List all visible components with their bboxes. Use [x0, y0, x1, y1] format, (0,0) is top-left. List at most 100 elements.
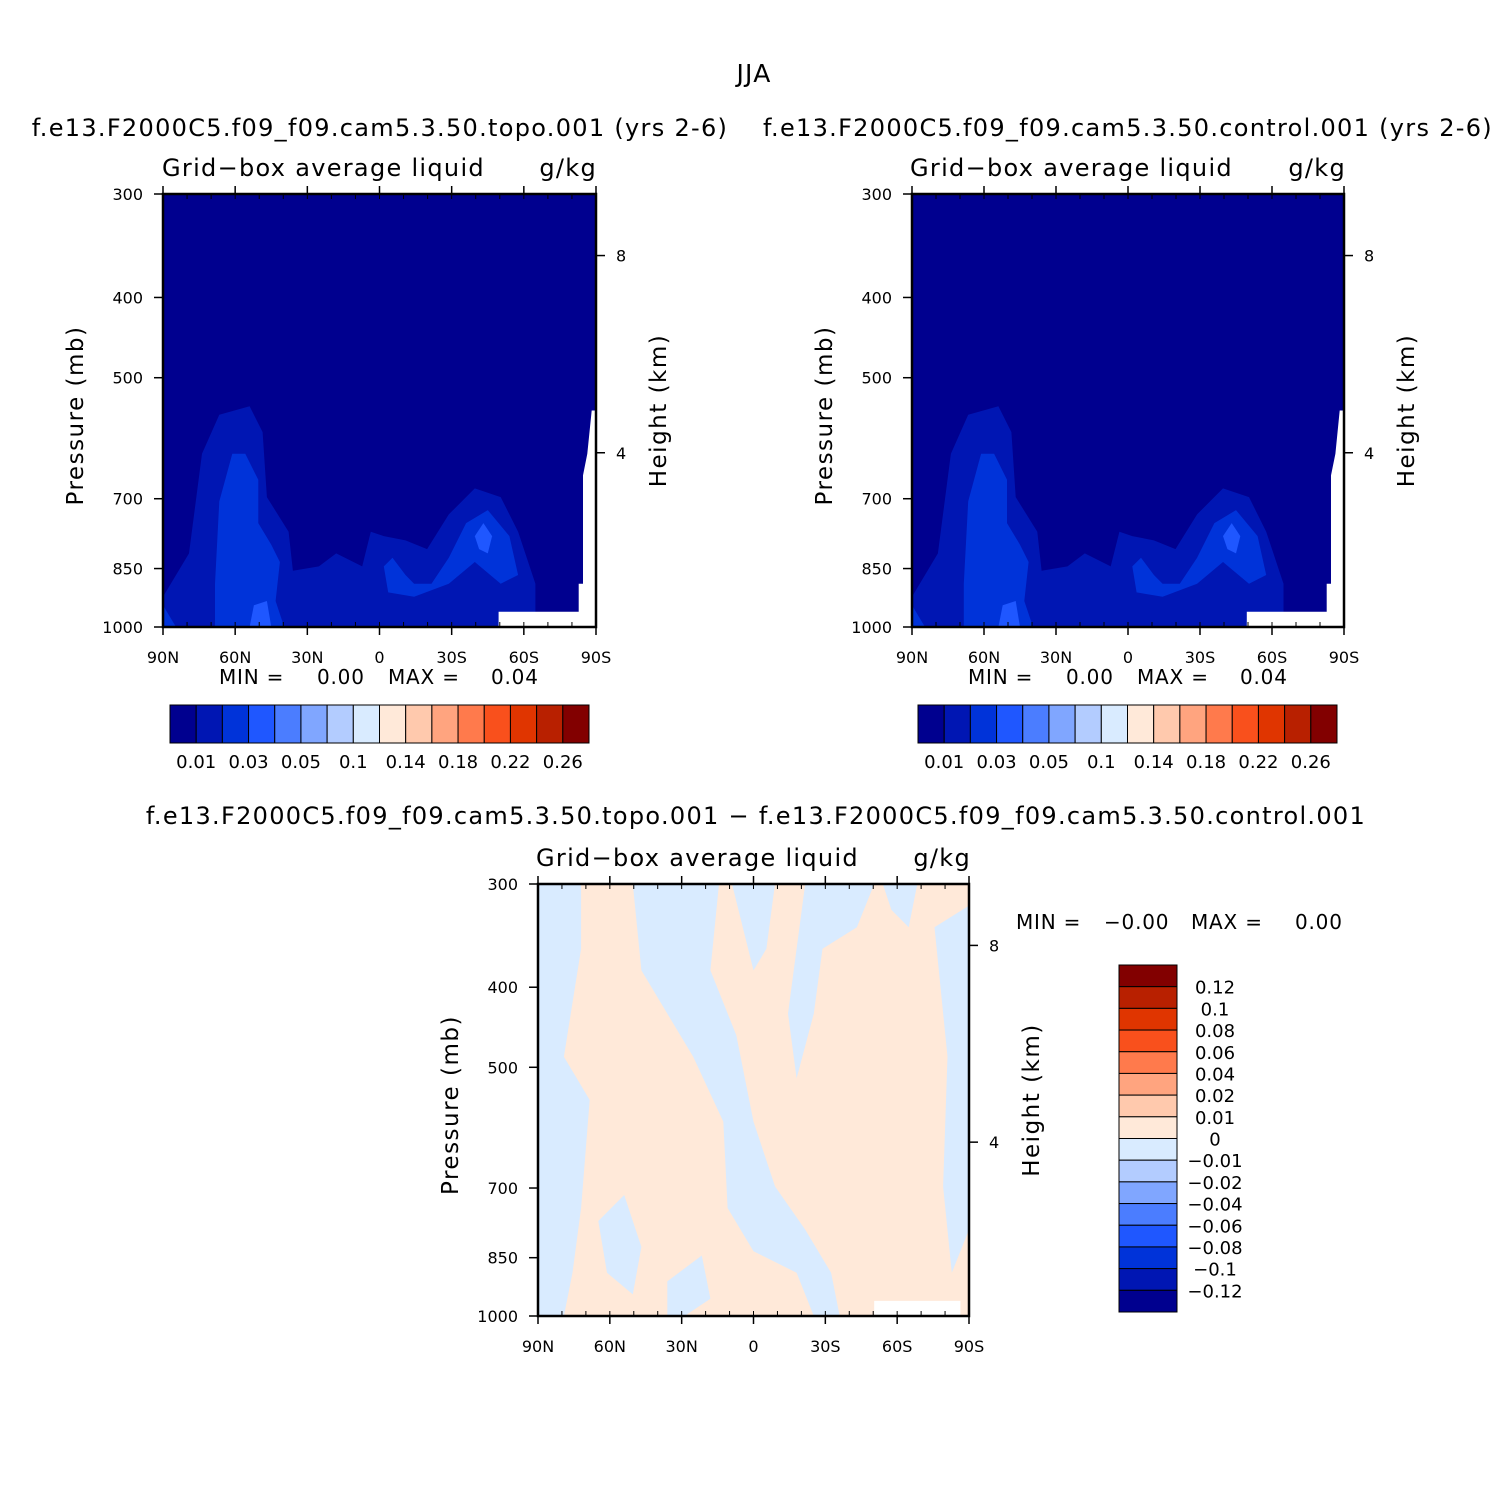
- colorbar-box: [1118, 1289, 1178, 1313]
- max-label: MAX =: [1191, 910, 1263, 934]
- subtitle-left: Grid−box average liquid: [162, 154, 485, 182]
- colorbar-box: [1118, 1159, 1178, 1183]
- y-tick-label: 500: [112, 369, 143, 388]
- x-tick-label: 90N: [522, 1337, 554, 1356]
- x-tick-label: 30N: [1040, 648, 1072, 667]
- min-label: MIN =: [1016, 910, 1081, 934]
- max-value: 0.04: [491, 665, 539, 689]
- contour-level-3b: [249, 601, 272, 627]
- y-right-tick-label: 8: [1364, 247, 1374, 266]
- colorbar-label: −0.01: [1187, 1151, 1242, 1172]
- subtitle-right: g/kg: [1288, 154, 1346, 182]
- x-tick-label: 60N: [594, 1337, 626, 1356]
- contour-level-3: [474, 523, 493, 554]
- colorbar-label: 0.06: [1195, 1043, 1235, 1064]
- colorbar-label: −0.1: [1193, 1260, 1237, 1281]
- y-tick-label: 300: [861, 185, 892, 204]
- y-tick-label: 1000: [102, 618, 143, 637]
- colorbar-box: [379, 704, 407, 744]
- colorbar-label: 0.1: [1087, 752, 1116, 773]
- x-tick-label: 30N: [666, 1337, 698, 1356]
- y-tick-label: 850: [112, 560, 143, 579]
- colorbar-label: 0.01: [1195, 1108, 1235, 1129]
- colorbar-label: 0.26: [543, 752, 583, 773]
- colorbar-box: [1205, 704, 1233, 744]
- colorbar-box: [536, 704, 564, 744]
- y-axis-label: Pressure (mb): [438, 1015, 464, 1195]
- colorbar-box: [969, 704, 998, 744]
- colorbar-box: [1118, 1181, 1178, 1205]
- colorbar: 0.01 0.03 0.05 0.1 0.14 0.18 0.22 0.26: [917, 704, 1338, 773]
- contour-level-3b: [998, 601, 1020, 627]
- colorbar-label: −0.12: [1187, 1281, 1242, 1302]
- colorbar: 0.01 0.03 0.05 0.1 0.14 0.18 0.22 0.26: [169, 704, 590, 773]
- colorbar-box: [1118, 1051, 1178, 1074]
- x-tick-label: 30N: [291, 648, 323, 667]
- colorbar-label: 0.01: [924, 752, 964, 773]
- colorbar-box: [431, 704, 459, 744]
- colorbar-label: 0.03: [977, 752, 1017, 773]
- colorbar-box: [1074, 704, 1102, 744]
- colorbar-box: [1310, 704, 1338, 744]
- colorbar-label: 0.02: [1195, 1086, 1235, 1107]
- colorbar-box: [1257, 704, 1286, 744]
- y-tick-label: 700: [112, 490, 143, 509]
- y-right-axis-label: Height (km): [646, 334, 672, 488]
- colorbar-box: [248, 704, 276, 744]
- min-value: −0.00: [1104, 910, 1169, 934]
- colorbar-box: [1118, 1029, 1178, 1053]
- colorbar-box: [457, 704, 485, 744]
- contour-level-neg: [934, 905, 969, 1273]
- colorbar-box: [996, 704, 1024, 744]
- colorbar-box: [405, 704, 433, 744]
- colorbar-box: [300, 704, 328, 744]
- contour-level-2c: [912, 605, 925, 627]
- subtitle-right: g/kg: [913, 844, 971, 872]
- x-tick-label: 60N: [219, 648, 251, 667]
- colorbar-box: [1118, 1138, 1178, 1161]
- y-tick-label: 500: [487, 1058, 518, 1077]
- x-tick-label: 0: [748, 1337, 758, 1356]
- colorbar-box: [1100, 704, 1128, 744]
- colorbar-box: [1118, 964, 1178, 988]
- x-tick-label: 0: [374, 648, 384, 667]
- y-tick-label: 700: [861, 490, 892, 509]
- colorbar-label: 0.1: [1201, 999, 1230, 1020]
- colorbar-box: [169, 704, 197, 744]
- y-tick-label: 1000: [851, 618, 892, 637]
- x-tick-label: 90S: [1329, 648, 1360, 667]
- y-tick-label: 850: [861, 560, 892, 579]
- colorbar-label: −0.08: [1187, 1238, 1242, 1259]
- colorbar-label: 0.04: [1195, 1064, 1235, 1085]
- x-tick-label: 30S: [810, 1337, 841, 1356]
- contour-field: [163, 194, 596, 627]
- y-right-tick-label: 8: [616, 247, 626, 266]
- colorbar-box: [1231, 704, 1259, 744]
- contour-level-neg: [632, 884, 840, 1316]
- colorbar-box: [326, 704, 354, 744]
- colorbar-box: [1022, 704, 1050, 744]
- colorbar-label: 0.01: [176, 752, 216, 773]
- colorbar-label: 0.22: [1238, 752, 1278, 773]
- colorbar-box: [1118, 1094, 1178, 1118]
- x-tick-label: 0: [1123, 648, 1133, 667]
- contour-level-2: [215, 453, 285, 627]
- max-value: 0.00: [1295, 910, 1343, 934]
- colorbar-box: [562, 704, 590, 744]
- colorbar-box: [1153, 704, 1181, 744]
- subtitle-right: g/kg: [539, 154, 597, 182]
- contour-level-neg: [732, 884, 775, 971]
- colorbar-label: 0.18: [438, 752, 478, 773]
- y-tick-label: 700: [487, 1179, 518, 1198]
- colorbar-label: 0.18: [1186, 752, 1226, 773]
- y-tick-label: 400: [112, 288, 143, 307]
- colorbar-box: [1118, 1203, 1178, 1226]
- panel-topo: f.e13.F2000C5.f09_f09.cam5.3.50.topo.001…: [32, 114, 728, 773]
- panel-title: f.e13.F2000C5.f09_f09.cam5.3.50.topo.001…: [32, 114, 728, 142]
- topography-mask: [498, 410, 596, 627]
- min-label: MIN =: [968, 665, 1033, 689]
- colorbar-label: −0.02: [1187, 1173, 1242, 1194]
- contour-level-3: [1223, 523, 1241, 554]
- y-right-tick-label: 4: [1364, 444, 1374, 463]
- colorbar-box: [1118, 1072, 1178, 1096]
